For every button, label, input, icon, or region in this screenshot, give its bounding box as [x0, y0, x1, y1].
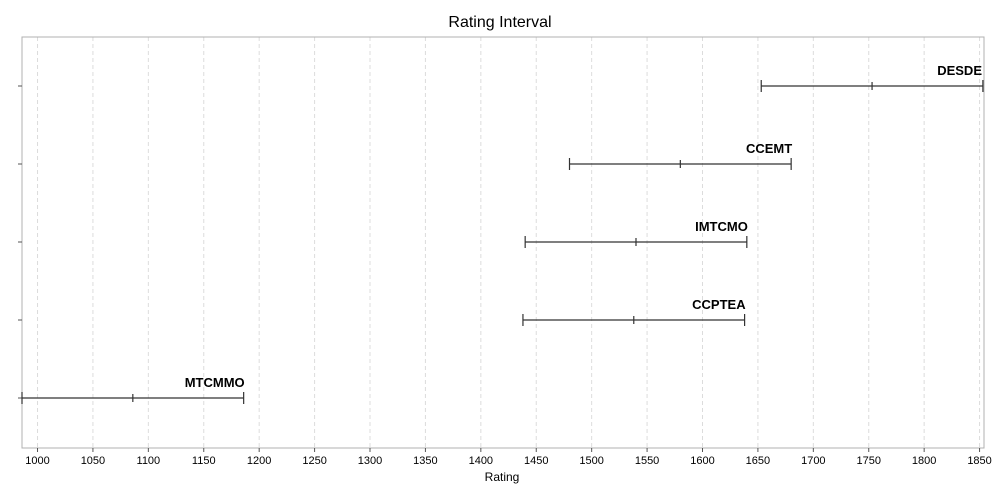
x-tick-label: 1650: [746, 455, 770, 467]
grid-lines: [37, 37, 981, 448]
interval-label: CCEMT: [746, 141, 792, 156]
x-tick-label: 1100: [137, 455, 161, 467]
x-tick-label: 1400: [469, 455, 493, 467]
interval-imtcmo: IMTCMO: [524, 219, 748, 248]
x-tick-label: 1000: [25, 455, 49, 467]
x-tick-label: 1350: [413, 455, 437, 467]
interval-mtcmmo: MTCMMO: [21, 375, 245, 404]
x-tick-label: 1700: [801, 455, 825, 467]
x-tick-label: 1150: [192, 455, 216, 467]
x-tick-label: 1250: [302, 455, 326, 467]
x-tick-label: 1600: [690, 455, 714, 467]
x-tick-label: 1050: [81, 455, 105, 467]
interval-label: MTCMMO: [185, 375, 245, 390]
x-tick-label: 1300: [358, 455, 382, 467]
x-tick-label: 1750: [856, 455, 880, 467]
interval-desde: DESDE: [760, 63, 984, 92]
interval-label: CCPTEA: [692, 297, 746, 312]
x-tick-label: 1200: [247, 455, 271, 467]
x-tick-label: 1500: [579, 455, 603, 467]
x-tick-label: 1550: [635, 455, 659, 467]
intervals: DESDE CCEMT IMTCMO CCPTEA MTCMMO: [21, 63, 984, 404]
x-tick-label: 1800: [912, 455, 936, 467]
x-axis-label: Rating: [485, 470, 520, 484]
y-axis-ticks: [18, 85, 22, 399]
interval-ccptea: CCPTEA: [522, 297, 746, 326]
interval-label: IMTCMO: [695, 219, 748, 234]
x-tick-label: 1450: [524, 455, 548, 467]
interval-label: DESDE: [937, 63, 982, 78]
x-tick-label: 1850: [967, 455, 991, 467]
x-axis: 1000 1050 1100 1150 1200 1250 1300 1350 1400 1450…: [25, 448, 992, 467]
interval-ccemt: CCEMT: [568, 141, 792, 170]
plot-frame: [21, 36, 985, 449]
chart-title: Rating Interval: [448, 14, 551, 31]
